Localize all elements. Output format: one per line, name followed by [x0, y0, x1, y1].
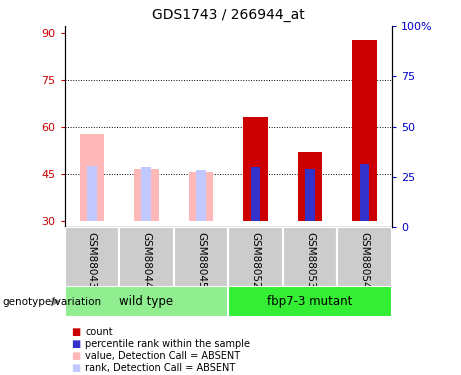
Bar [134, 169, 159, 220]
Bar [360, 164, 369, 220]
Text: GSM88054: GSM88054 [360, 232, 370, 288]
Bar [298, 152, 322, 220]
Bar [243, 117, 268, 220]
Text: rank, Detection Call = ABSENT: rank, Detection Call = ABSENT [85, 363, 236, 373]
Text: ■: ■ [71, 339, 81, 349]
Text: GSM88052: GSM88052 [250, 232, 260, 288]
Bar [65, 227, 119, 287]
Text: ■: ■ [71, 351, 81, 361]
Text: fbp7-3 mutant: fbp7-3 mutant [267, 295, 353, 308]
Bar [251, 167, 260, 220]
Text: wild type: wild type [119, 295, 173, 308]
Bar [283, 227, 337, 287]
Text: ■: ■ [71, 327, 81, 337]
Text: value, Detection Call = ABSENT: value, Detection Call = ABSENT [85, 351, 240, 361]
Bar [228, 227, 283, 287]
Text: genotype/variation: genotype/variation [2, 297, 101, 307]
Text: GSM88045: GSM88045 [196, 232, 206, 288]
Bar [352, 40, 377, 220]
Title: GDS1743 / 266944_at: GDS1743 / 266944_at [152, 9, 305, 22]
Bar [228, 286, 392, 317]
Bar [174, 227, 228, 287]
Text: percentile rank within the sample: percentile rank within the sample [85, 339, 250, 349]
Bar [337, 227, 392, 287]
Bar [142, 167, 151, 220]
Bar [196, 171, 206, 220]
Text: count: count [85, 327, 113, 337]
Bar [119, 227, 174, 287]
Bar [80, 134, 104, 220]
Bar [305, 169, 315, 220]
Text: ■: ■ [71, 363, 81, 373]
Text: GSM88053: GSM88053 [305, 232, 315, 288]
Text: GSM88044: GSM88044 [142, 232, 151, 288]
Bar [87, 166, 97, 220]
Bar [65, 286, 228, 317]
Bar [189, 172, 213, 220]
Text: GSM88043: GSM88043 [87, 232, 97, 288]
